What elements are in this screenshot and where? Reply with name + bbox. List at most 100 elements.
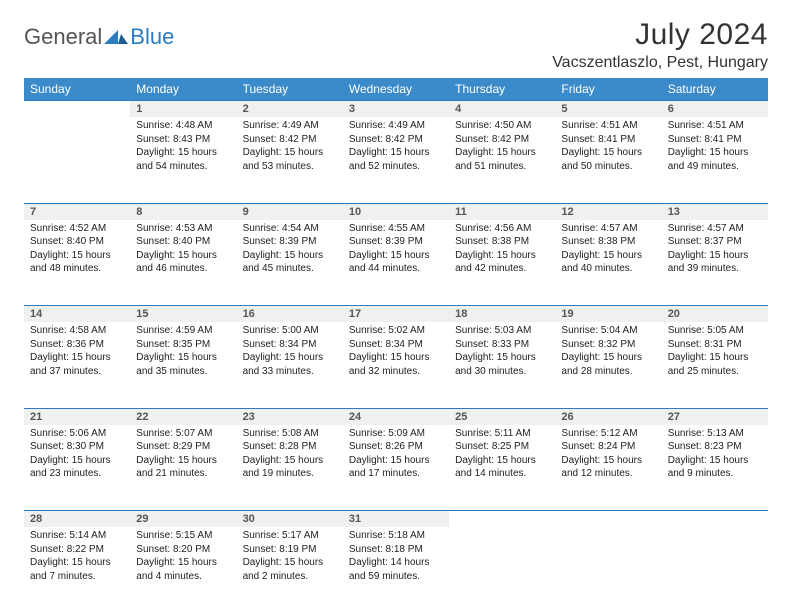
sunrise-line: Sunrise: 5:13 AM — [668, 427, 762, 441]
daylight-line: Daylight: 15 hours and 44 minutes. — [349, 249, 443, 276]
day-content-row: Sunrise: 4:52 AMSunset: 8:40 PMDaylight:… — [24, 220, 768, 306]
logo-text-general: General — [24, 24, 102, 50]
daylight-line: Daylight: 15 hours and 32 minutes. — [349, 351, 443, 378]
day-content-cell — [555, 527, 661, 613]
sunset-line: Sunset: 8:22 PM — [30, 543, 124, 557]
daylight-line: Daylight: 15 hours and 39 minutes. — [668, 249, 762, 276]
day-content-cell — [662, 527, 768, 613]
day-number-cell: 6 — [662, 101, 768, 118]
day-header: Thursday — [449, 78, 555, 101]
sunset-line: Sunset: 8:39 PM — [243, 235, 337, 249]
sunset-line: Sunset: 8:23 PM — [668, 440, 762, 454]
day-content-cell: Sunrise: 4:54 AMSunset: 8:39 PMDaylight:… — [237, 220, 343, 306]
day-number-cell — [449, 511, 555, 528]
sunrise-line: Sunrise: 5:11 AM — [455, 427, 549, 441]
day-number-cell: 29 — [130, 511, 236, 528]
day-header: Monday — [130, 78, 236, 101]
day-content-cell: Sunrise: 4:57 AMSunset: 8:37 PMDaylight:… — [662, 220, 768, 306]
day-content-cell: Sunrise: 4:49 AMSunset: 8:42 PMDaylight:… — [237, 117, 343, 203]
day-content-cell: Sunrise: 4:58 AMSunset: 8:36 PMDaylight:… — [24, 322, 130, 408]
daylight-line: Daylight: 15 hours and 4 minutes. — [136, 556, 230, 583]
sunrise-line: Sunrise: 5:15 AM — [136, 529, 230, 543]
sunrise-line: Sunrise: 5:12 AM — [561, 427, 655, 441]
day-number-cell: 31 — [343, 511, 449, 528]
day-number-row: 21222324252627 — [24, 408, 768, 425]
daylight-line: Daylight: 15 hours and 35 minutes. — [136, 351, 230, 378]
sunrise-line: Sunrise: 4:55 AM — [349, 222, 443, 236]
sunset-line: Sunset: 8:30 PM — [30, 440, 124, 454]
day-content-cell: Sunrise: 5:12 AMSunset: 8:24 PMDaylight:… — [555, 425, 661, 511]
sunrise-line: Sunrise: 4:58 AM — [30, 324, 124, 338]
day-number-cell: 15 — [130, 306, 236, 323]
day-number-cell: 7 — [24, 203, 130, 220]
sunset-line: Sunset: 8:42 PM — [349, 133, 443, 147]
day-content-cell: Sunrise: 5:13 AMSunset: 8:23 PMDaylight:… — [662, 425, 768, 511]
day-content-cell: Sunrise: 5:04 AMSunset: 8:32 PMDaylight:… — [555, 322, 661, 408]
day-content-cell: Sunrise: 5:09 AMSunset: 8:26 PMDaylight:… — [343, 425, 449, 511]
sunset-line: Sunset: 8:37 PM — [668, 235, 762, 249]
day-number-row: 28293031 — [24, 511, 768, 528]
sunset-line: Sunset: 8:39 PM — [349, 235, 443, 249]
sunset-line: Sunset: 8:38 PM — [561, 235, 655, 249]
daylight-line: Daylight: 14 hours and 59 minutes. — [349, 556, 443, 583]
daylight-line: Daylight: 15 hours and 14 minutes. — [455, 454, 549, 481]
day-number-cell: 13 — [662, 203, 768, 220]
day-content-cell: Sunrise: 4:57 AMSunset: 8:38 PMDaylight:… — [555, 220, 661, 306]
day-content-cell: Sunrise: 5:02 AMSunset: 8:34 PMDaylight:… — [343, 322, 449, 408]
day-content-cell: Sunrise: 4:52 AMSunset: 8:40 PMDaylight:… — [24, 220, 130, 306]
daylight-line: Daylight: 15 hours and 52 minutes. — [349, 146, 443, 173]
day-number-cell: 3 — [343, 101, 449, 118]
sunset-line: Sunset: 8:41 PM — [561, 133, 655, 147]
daylight-line: Daylight: 15 hours and 48 minutes. — [30, 249, 124, 276]
daylight-line: Daylight: 15 hours and 2 minutes. — [243, 556, 337, 583]
day-number-cell: 24 — [343, 408, 449, 425]
daylight-line: Daylight: 15 hours and 53 minutes. — [243, 146, 337, 173]
day-content-cell: Sunrise: 4:51 AMSunset: 8:41 PMDaylight:… — [555, 117, 661, 203]
daylight-line: Daylight: 15 hours and 28 minutes. — [561, 351, 655, 378]
sunset-line: Sunset: 8:42 PM — [455, 133, 549, 147]
daylight-line: Daylight: 15 hours and 51 minutes. — [455, 146, 549, 173]
day-header: Saturday — [662, 78, 768, 101]
day-content-row: Sunrise: 4:58 AMSunset: 8:36 PM Daylight:… — [24, 322, 768, 408]
day-header: Friday — [555, 78, 661, 101]
sunrise-line: Sunrise: 5:07 AM — [136, 427, 230, 441]
sunrise-line: Sunrise: 5:17 AM — [243, 529, 337, 543]
day-number-cell: 2 — [237, 101, 343, 118]
daylight-line: Daylight: 15 hours and 19 minutes. — [243, 454, 337, 481]
sunset-line: Sunset: 8:40 PM — [30, 235, 124, 249]
day-number-row: 78910111213 — [24, 203, 768, 220]
sunrise-line: Sunrise: 5:05 AM — [668, 324, 762, 338]
day-number-cell: 14 — [24, 306, 130, 323]
sunset-line: Sunset: 8:31 PM — [668, 338, 762, 352]
day-content-cell: Sunrise: 4:49 AMSunset: 8:42 PMDaylight:… — [343, 117, 449, 203]
day-content-cell: Sunrise: 5:17 AMSunset: 8:19 PMDaylight:… — [237, 527, 343, 613]
day-content-cell: Sunrise: 4:48 AMSunset: 8:43 PMDaylight:… — [130, 117, 236, 203]
daylight-line: Daylight: 15 hours and 23 minutes. — [30, 454, 124, 481]
day-header: Wednesday — [343, 78, 449, 101]
day-content-cell — [449, 527, 555, 613]
sunrise-line: Sunrise: 5:00 AM — [243, 324, 337, 338]
day-content-cell: Sunrise: 5:06 AMSunset: 8:30 PMDaylight:… — [24, 425, 130, 511]
sunrise-line: Sunrise: 4:59 AM — [136, 324, 230, 338]
month-title: July 2024 — [552, 18, 768, 52]
sunset-line: Sunset: 8:36 PM — [30, 338, 124, 352]
day-content-cell — [24, 117, 130, 203]
day-number-cell: 28 — [24, 511, 130, 528]
sunrise-line: Sunrise: 4:53 AM — [136, 222, 230, 236]
day-number-cell — [662, 511, 768, 528]
day-number-cell: 1 — [130, 101, 236, 118]
daylight-line: Daylight: 15 hours and 30 minutes. — [455, 351, 549, 378]
sunset-line: Sunset: 8:34 PM — [243, 338, 337, 352]
sunset-line: Sunset: 8:20 PM — [136, 543, 230, 557]
day-content-cell: Sunrise: 5:00 AMSunset: 8:34 PMDaylight:… — [237, 322, 343, 408]
day-content-cell: Sunrise: 5:18 AMSunset: 8:18 PMDaylight:… — [343, 527, 449, 613]
page-header: General Blue July 2024 Vacszentlaszlo, P… — [24, 18, 768, 72]
sunset-line: Sunset: 8:32 PM — [561, 338, 655, 352]
sunset-line: Sunset: 8:26 PM — [349, 440, 443, 454]
sunset-line: Sunset: 8:34 PM — [349, 338, 443, 352]
daylight-line: Daylight: 15 hours and 21 minutes. — [136, 454, 230, 481]
day-number-cell: 18 — [449, 306, 555, 323]
day-number-cell: 8 — [130, 203, 236, 220]
day-header: Sunday — [24, 78, 130, 101]
sunrise-line: Sunrise: 4:51 AM — [561, 119, 655, 133]
